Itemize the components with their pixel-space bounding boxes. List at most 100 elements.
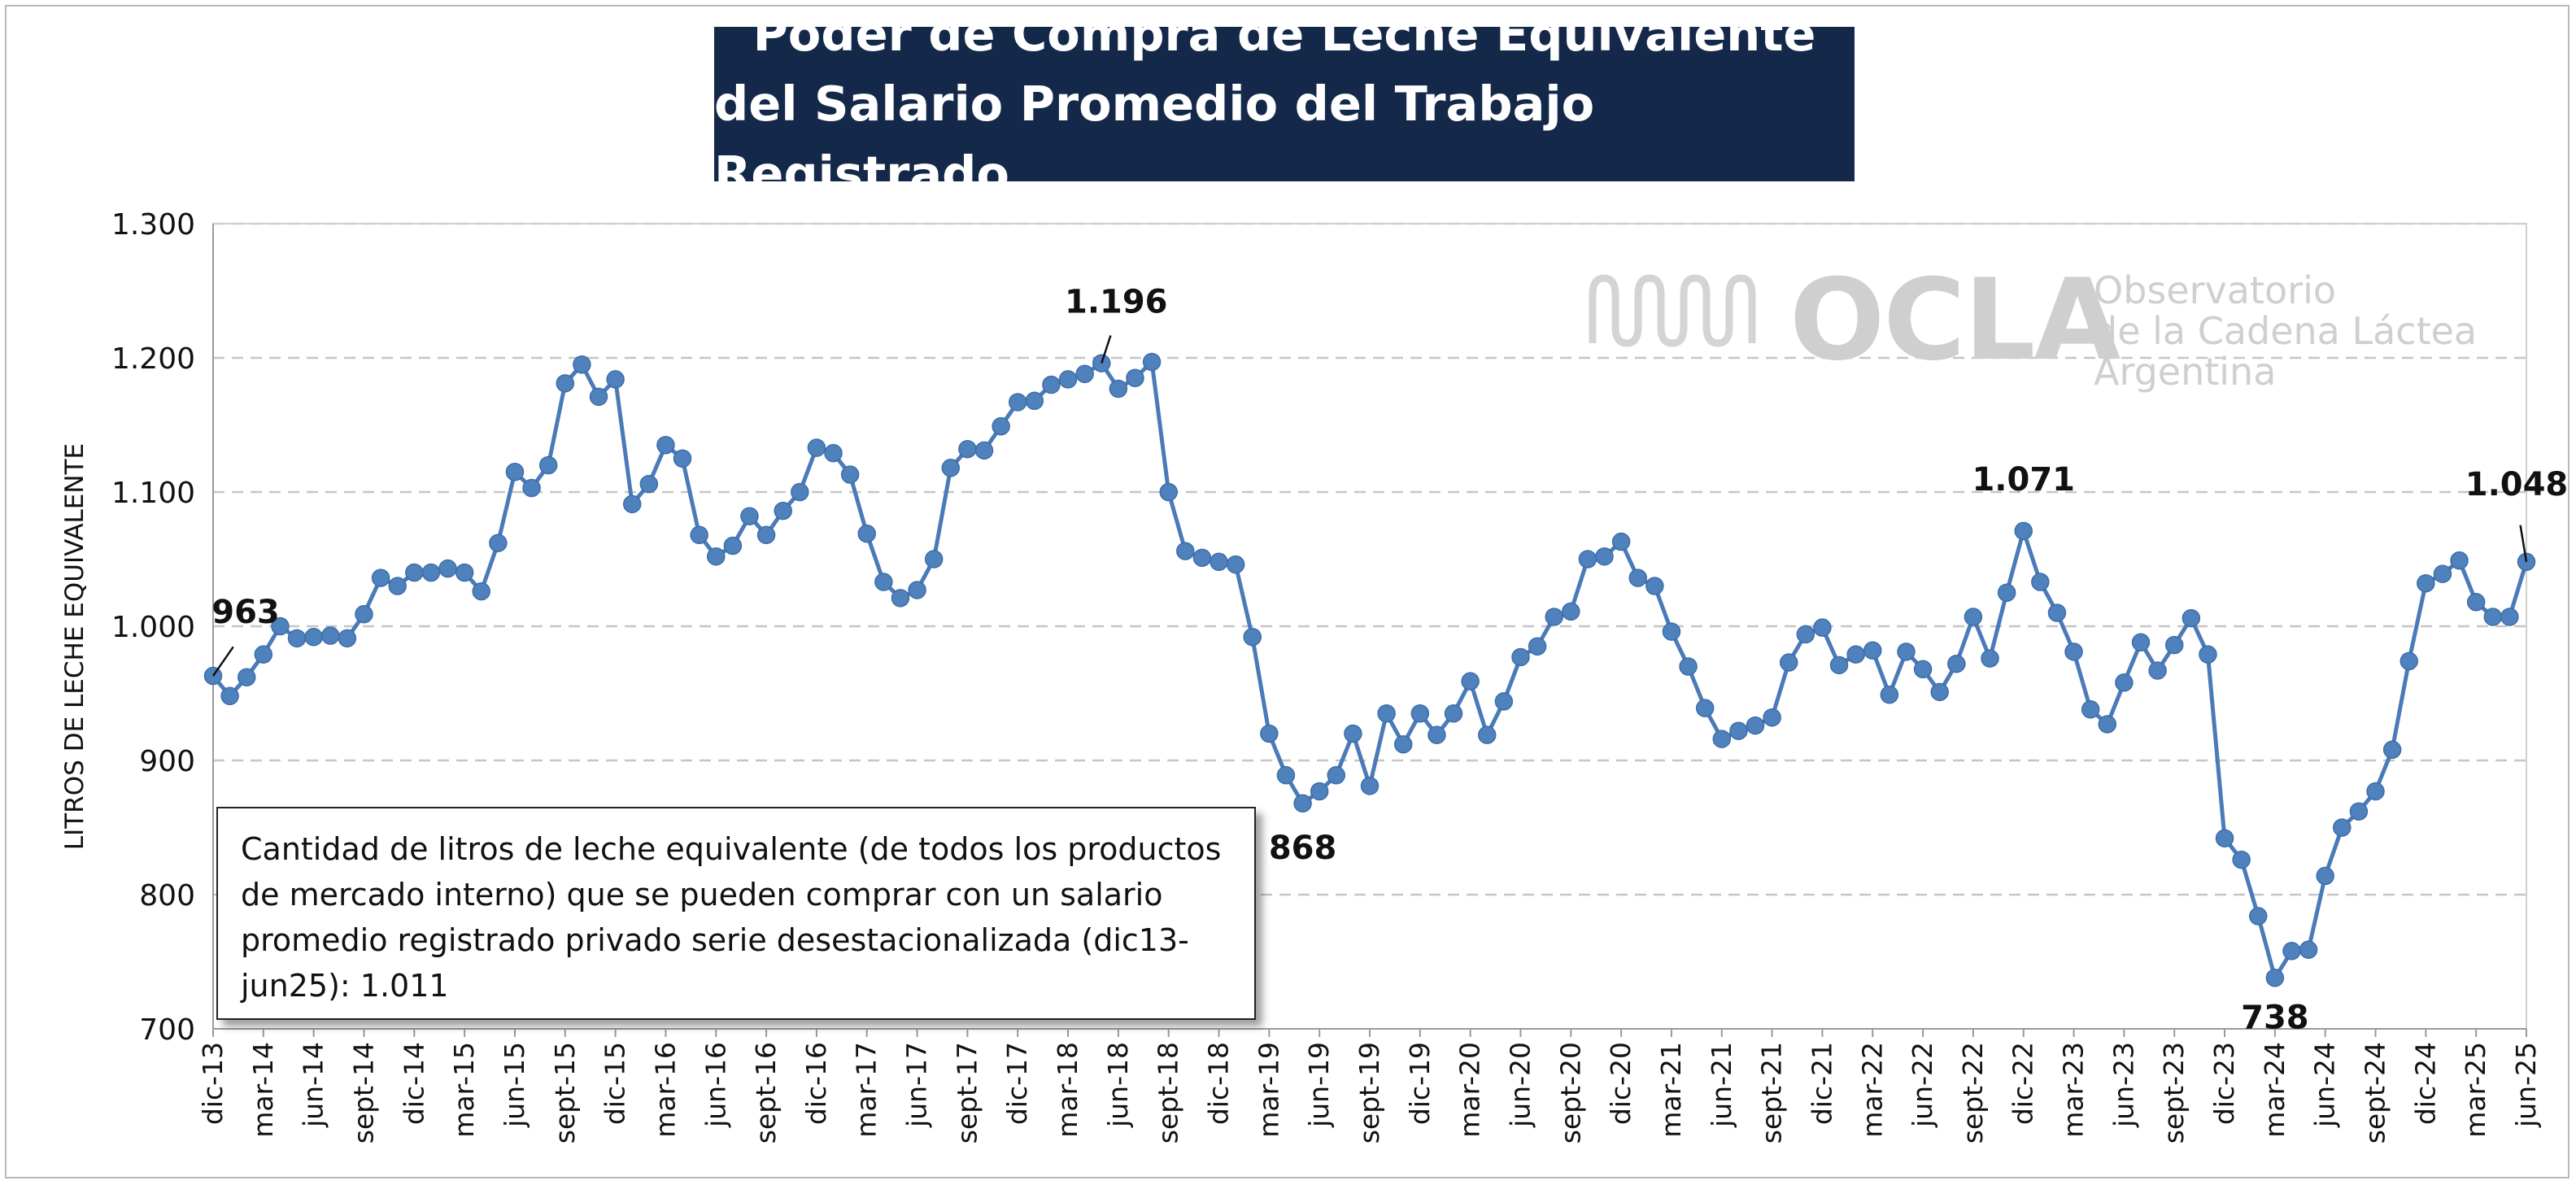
- data-point: [1913, 660, 1933, 679]
- data-point: [622, 494, 642, 514]
- x-tick-label: jun-24: [2309, 1042, 2341, 1128]
- x-tick-label: mar-15: [448, 1042, 480, 1138]
- x-tick-label: dic-23: [2208, 1042, 2240, 1125]
- data-point: [840, 465, 860, 484]
- data-point: [1192, 548, 1212, 568]
- x-tick-label: jun-21: [1706, 1042, 1737, 1128]
- data-point: [1595, 547, 1614, 566]
- data-point: [538, 455, 558, 475]
- chart-title: Poder de Compra de Leche Equivalente del…: [714, 6, 1855, 202]
- data-point: [1863, 641, 1882, 660]
- logo-line-3: Argentina: [2094, 350, 2277, 394]
- data-point: [1796, 625, 1815, 644]
- data-point: [656, 436, 675, 455]
- data-point: [2366, 782, 2385, 801]
- data-label: 738: [2241, 999, 2309, 1036]
- ocla-logo: OCLA Observatorio de la Cadena Láctea Ar…: [1586, 260, 2522, 399]
- data-point: [1880, 685, 1899, 704]
- data-point: [974, 441, 994, 460]
- data-point: [1662, 622, 1681, 641]
- data-point: [2333, 818, 2352, 837]
- x-tick-label: dic-17: [1001, 1042, 1033, 1125]
- data-point: [1025, 391, 1044, 411]
- data-label: 1.071: [1972, 461, 2075, 499]
- data-point: [1427, 725, 1446, 744]
- data-point: [2433, 564, 2452, 583]
- data-point: [1578, 550, 1597, 569]
- x-tick-label: jun-22: [1907, 1042, 1938, 1128]
- data-point: [1846, 645, 1865, 664]
- y-tick-label: 900: [139, 745, 195, 778]
- data-point: [1981, 649, 1999, 668]
- data-point: [924, 550, 944, 569]
- x-tick-label: sept-17: [951, 1042, 983, 1144]
- data-point: [2115, 673, 2134, 692]
- x-tick-label: jun-17: [901, 1042, 933, 1128]
- data-point: [2064, 643, 2083, 661]
- data-point: [1562, 602, 1580, 621]
- annotation-leader: [211, 646, 234, 677]
- x-tick-label: mar-24: [2259, 1042, 2291, 1138]
- x-tick-label: sept-18: [1153, 1042, 1184, 1144]
- data-point: [756, 525, 776, 545]
- data-point: [388, 577, 407, 595]
- data-point: [573, 355, 591, 374]
- data-point: [271, 616, 290, 636]
- data-point: [338, 629, 357, 648]
- data-point: [2450, 551, 2469, 570]
- data-point: [774, 501, 792, 521]
- data-point: [1746, 716, 1765, 735]
- x-tick-label: sept-20: [1554, 1042, 1586, 1144]
- annotation-leader: [2519, 525, 2528, 563]
- x-tick-label: dic-15: [599, 1042, 631, 1125]
- data-point: [1344, 724, 1362, 743]
- data-point: [287, 629, 307, 648]
- data-markers: [203, 352, 2536, 987]
- x-tick-label: dic-16: [800, 1042, 832, 1125]
- x-tick-label: dic-18: [1203, 1042, 1235, 1125]
- data-point: [1611, 532, 1631, 551]
- data-point: [824, 443, 843, 463]
- x-tick-label: sept-16: [750, 1042, 782, 1144]
- x-tick-label: mar-21: [1655, 1042, 1687, 1138]
- data-point: [1461, 672, 1480, 691]
- data-point: [2014, 521, 2033, 541]
- data-point: [1058, 370, 1078, 389]
- x-tick-label: sept-14: [347, 1042, 379, 1144]
- x-tick-label: mar-14: [247, 1042, 279, 1138]
- data-point: [2148, 661, 2167, 680]
- x-tick-label: dic-13: [197, 1042, 229, 1125]
- data-point: [1930, 682, 1949, 702]
- data-point: [1729, 721, 1748, 740]
- data-point: [304, 627, 323, 647]
- data-point: [1829, 656, 1849, 675]
- data-point: [1293, 794, 1312, 813]
- x-tick-label: sept-24: [2360, 1042, 2391, 1144]
- data-point: [1712, 730, 1732, 748]
- x-tick-label: jun-18: [1102, 1042, 1134, 1128]
- x-tick-label: mar-23: [2058, 1042, 2090, 1138]
- data-point: [405, 563, 424, 582]
- data-point: [1528, 637, 1547, 656]
- data-point: [220, 686, 239, 706]
- data-point: [1243, 627, 1262, 647]
- x-tick-label: dic-20: [1605, 1042, 1637, 1125]
- x-tick-label: mar-18: [1052, 1042, 1083, 1138]
- data-point: [1176, 542, 1195, 560]
- data-point: [505, 463, 525, 481]
- data-point: [1226, 555, 1245, 574]
- data-label: 1.196: [1065, 284, 1168, 321]
- x-tick-label: mar-25: [2460, 1042, 2491, 1138]
- wave-logo-icon: [1589, 274, 1756, 347]
- data-point: [1276, 765, 1296, 785]
- data-point: [1260, 724, 1279, 743]
- y-tick-label: 700: [139, 1013, 195, 1047]
- data-point: [2131, 633, 2151, 652]
- x-tick-label: jun-25: [2510, 1042, 2542, 1128]
- data-point: [2399, 651, 2418, 671]
- data-point: [1042, 375, 1061, 394]
- x-tick-label: mar-17: [851, 1042, 883, 1138]
- data-point: [321, 626, 340, 645]
- y-tick-label: 1.100: [111, 477, 195, 510]
